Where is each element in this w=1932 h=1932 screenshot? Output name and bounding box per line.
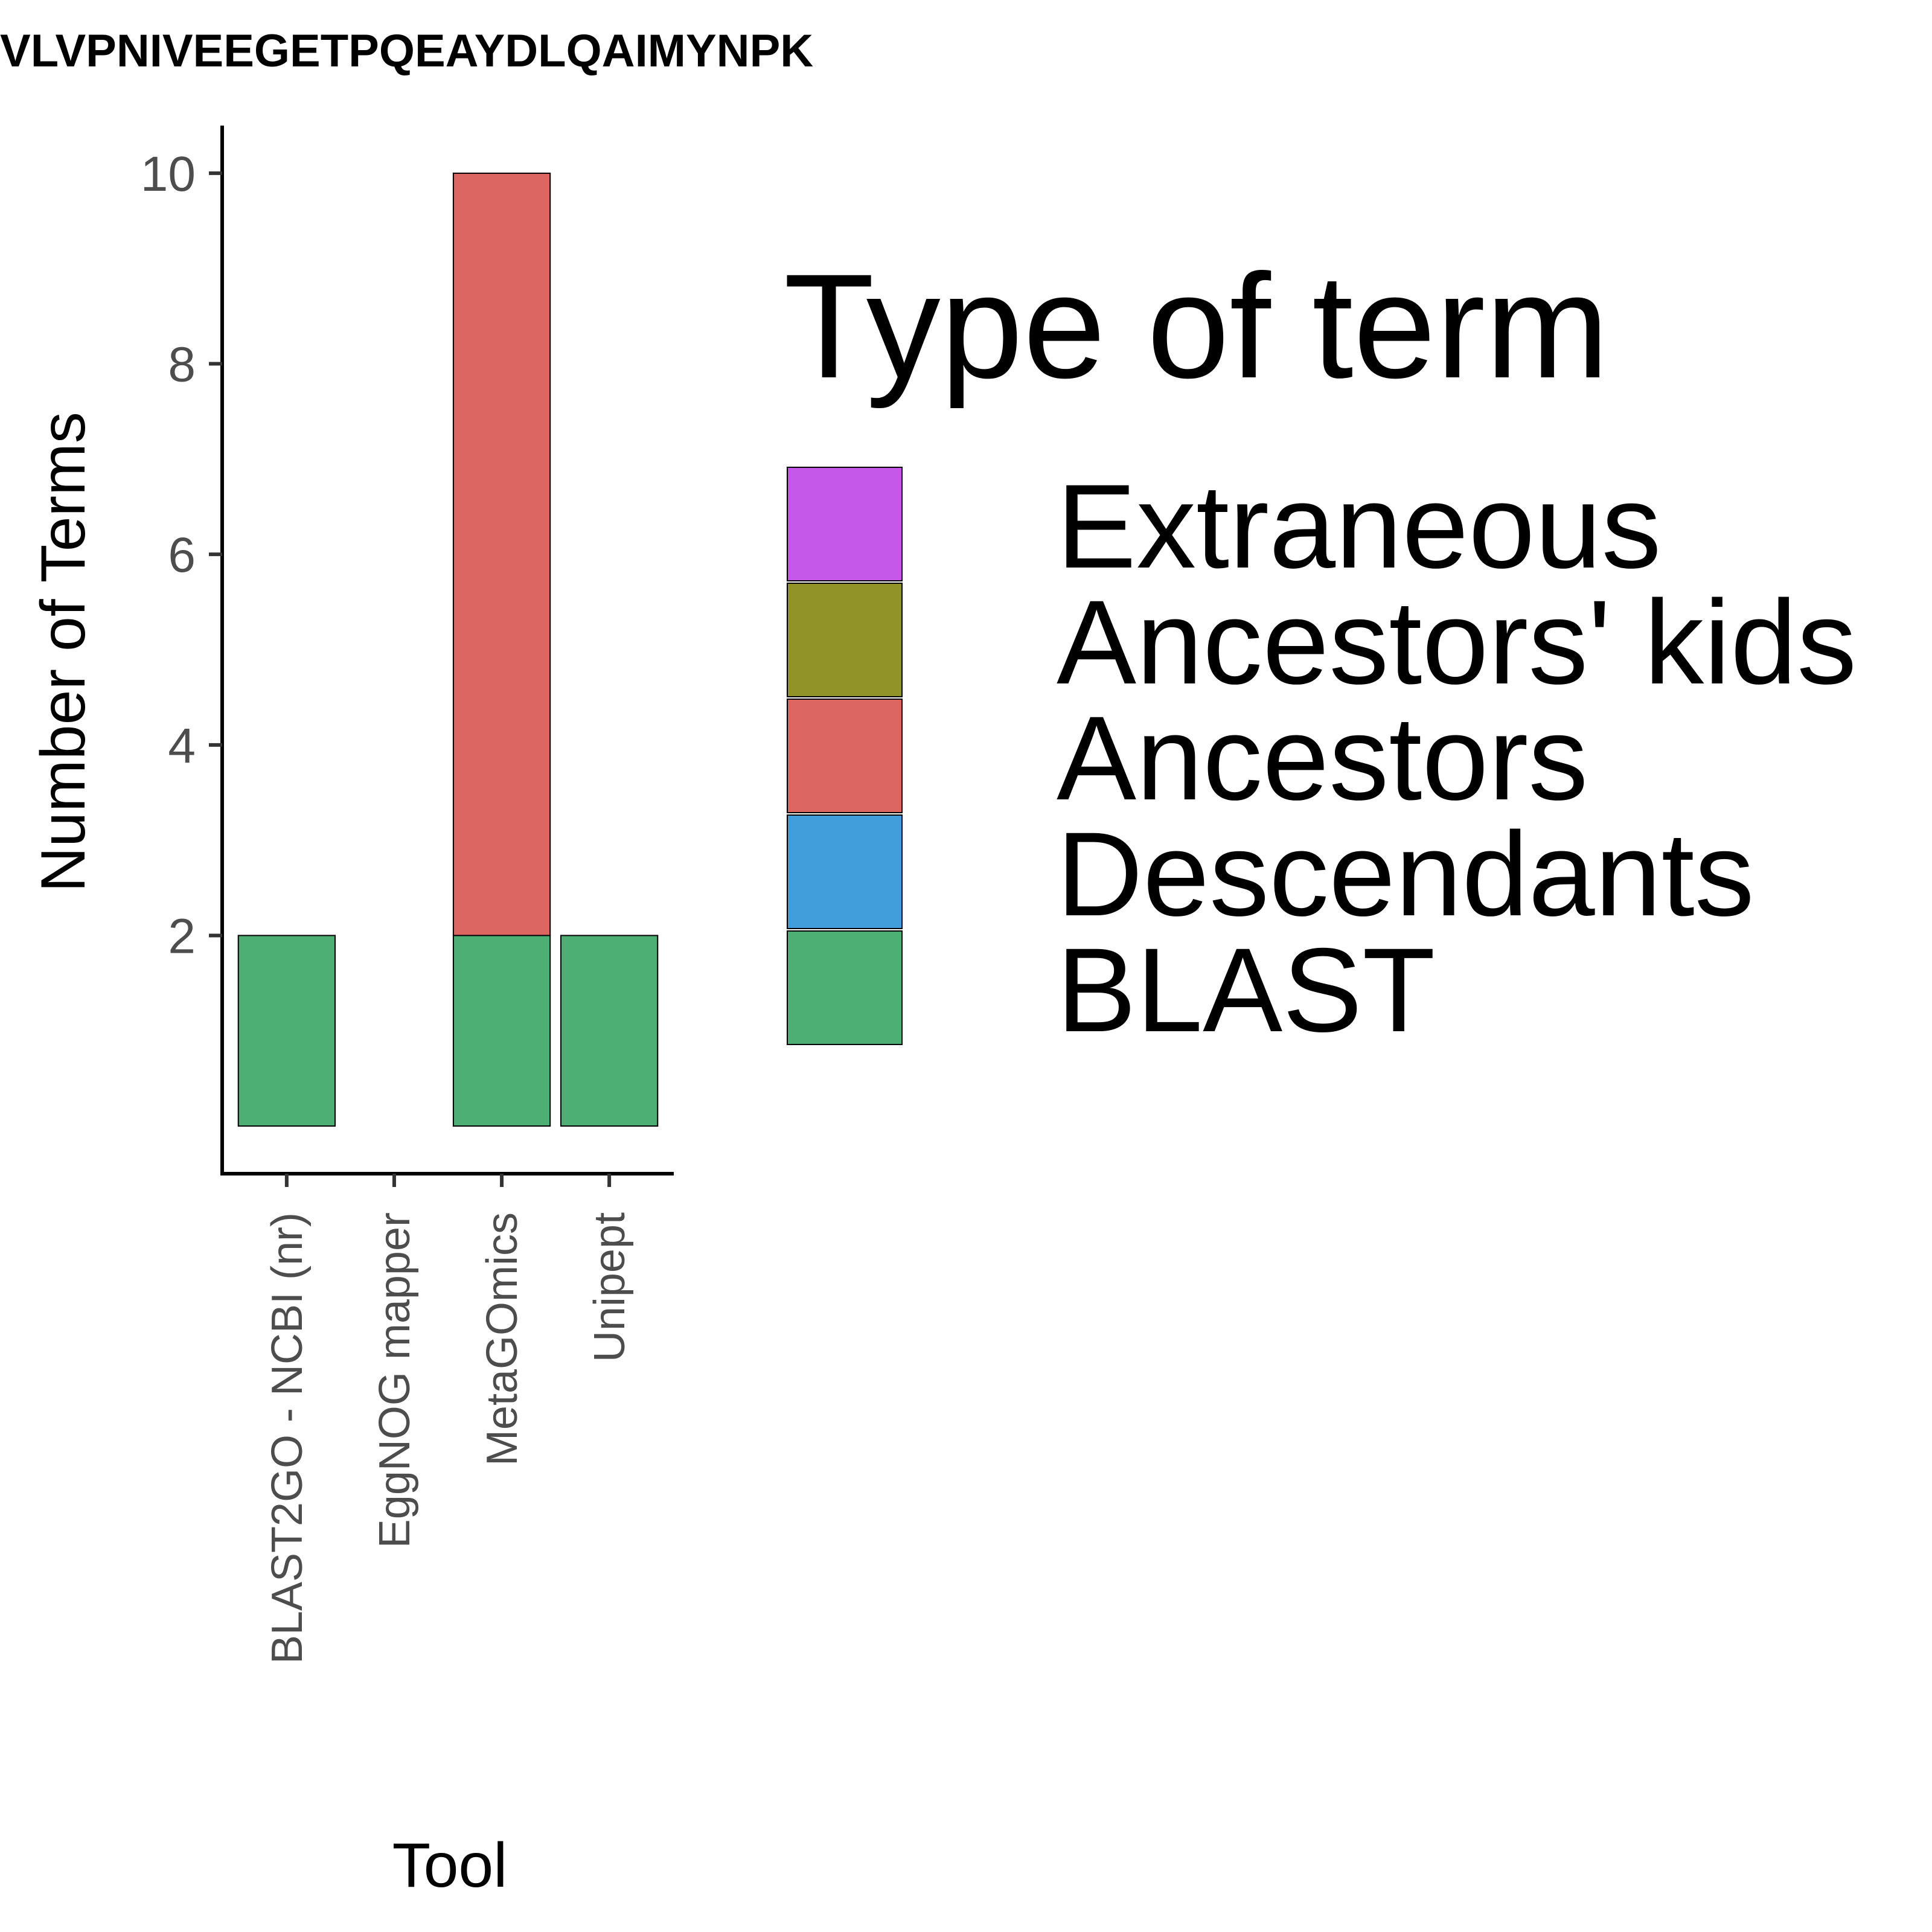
x-tick-label: Unipept bbox=[586, 1212, 634, 1362]
legend-key-ancestors bbox=[787, 699, 903, 813]
y-axis-title: Number of Terms bbox=[28, 412, 98, 892]
y-tick-label: 10 bbox=[141, 147, 196, 202]
legend-key-blast bbox=[787, 930, 903, 1045]
bar-metagomics-ancestors bbox=[452, 172, 551, 936]
x-tick-label: EggNOG mapper bbox=[371, 1212, 419, 1548]
legend-label-extraneous: Extraneous bbox=[1057, 459, 1662, 593]
y-axis: 2 4 6 8 10 bbox=[141, 126, 224, 1176]
x-tick-label: MetaGOmics bbox=[478, 1212, 526, 1466]
legend-key-extraneous bbox=[787, 467, 903, 581]
legend-key-descendants bbox=[787, 814, 903, 929]
bar-unipept-blast bbox=[560, 935, 659, 1127]
x-tick-label: BLAST2GO - NCBI (nr) bbox=[263, 1212, 312, 1664]
y-tick-label: 2 bbox=[168, 909, 196, 964]
y-tick-label: 4 bbox=[168, 718, 196, 773]
legend-label-ancestors-kids: Ancestors' kids bbox=[1057, 575, 1857, 709]
bar-metagomics-blast bbox=[452, 935, 551, 1127]
legend-label-descendants: Descendants bbox=[1057, 807, 1754, 941]
y-tick-label: 6 bbox=[168, 528, 196, 583]
bar-blast2go-ncbi-nr-blast bbox=[237, 935, 336, 1127]
chart-title: VLVPNIVEEGETPQEAYDLQAIMYNPK bbox=[0, 25, 813, 77]
legend-label-blast: BLAST bbox=[1057, 923, 1435, 1057]
x-axis-title: Tool bbox=[392, 1831, 508, 1901]
legend-key-ancestors-kids bbox=[787, 583, 903, 697]
x-axis: BLAST2GO - NCBI (nr) EggNOG mapper MetaGOm… bbox=[220, 1172, 674, 1664]
y-tick-label: 8 bbox=[168, 337, 196, 392]
bars bbox=[237, 172, 659, 1127]
legend-title: Type of term bbox=[784, 243, 1609, 409]
legend-label-ancestors: Ancestors bbox=[1057, 691, 1588, 825]
